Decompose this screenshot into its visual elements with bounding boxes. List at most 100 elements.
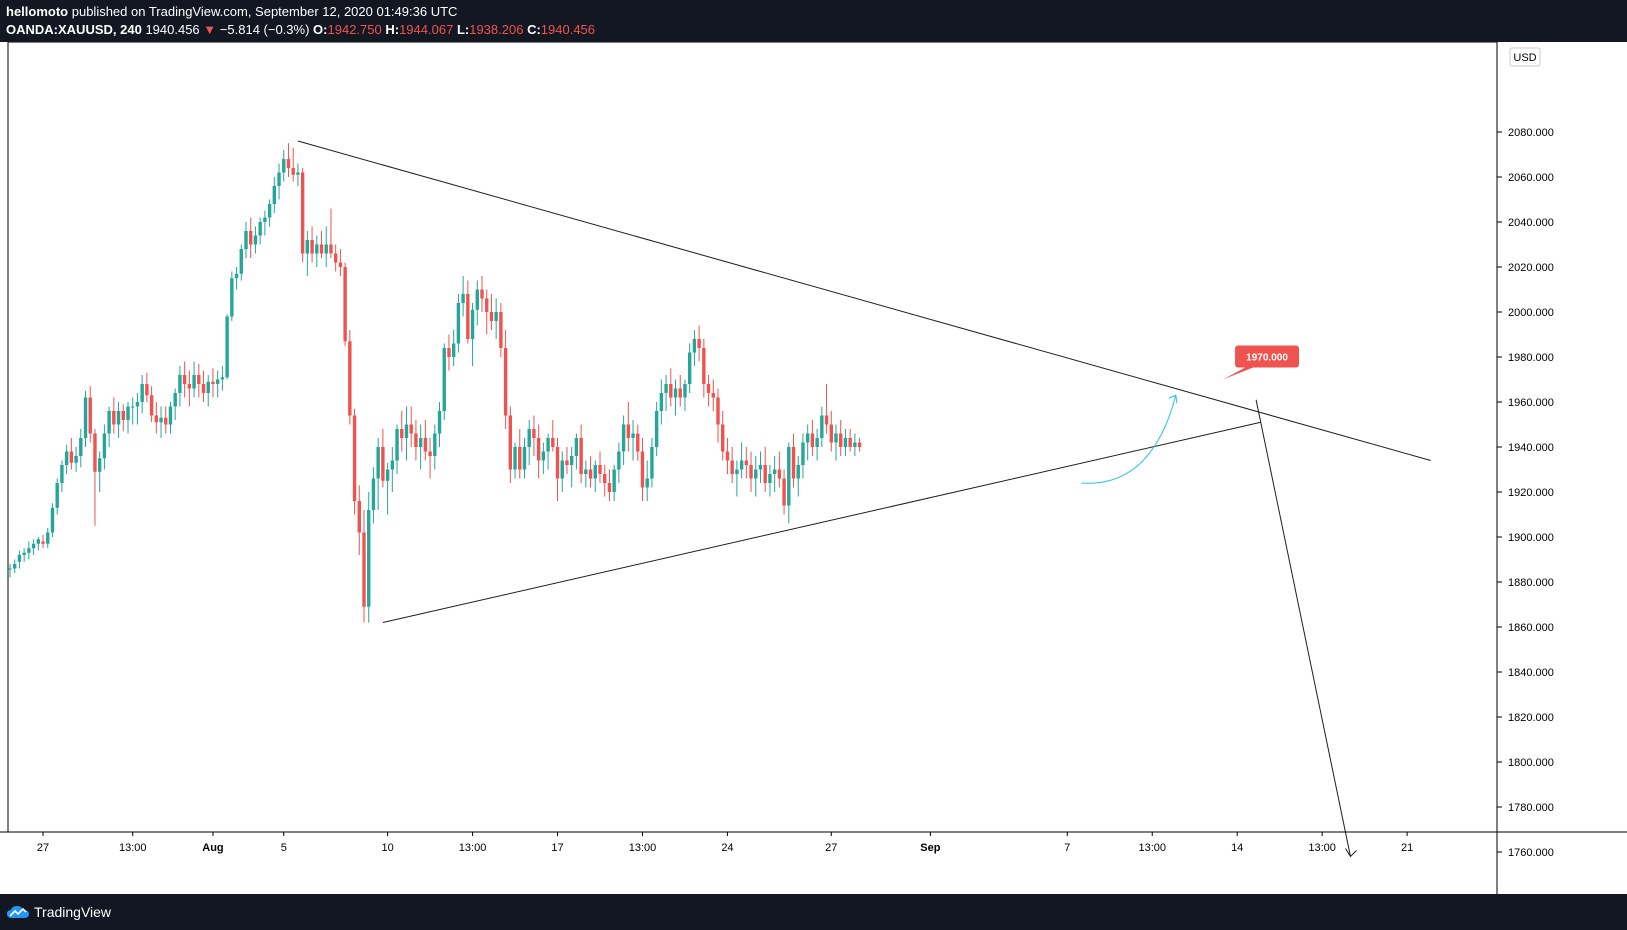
candle (168, 402, 173, 434)
footer-brand[interactable]: TradingView (34, 904, 112, 920)
y-tick-label: 1780.000 (1508, 802, 1554, 814)
callout-pointer (1223, 367, 1254, 380)
candle (64, 444, 69, 474)
chart-area[interactable]: 1970.000 USD 2080.000 2060.000 2040.000 2020… (0, 42, 1627, 894)
candle (69, 438, 74, 470)
candle (584, 460, 588, 488)
candle (286, 143, 291, 177)
candle-body (282, 159, 286, 173)
candle-body (149, 395, 154, 416)
y-tick-label: 1920.000 (1508, 487, 1554, 499)
candle (329, 208, 333, 258)
callout-box (1235, 345, 1300, 368)
candle-body (857, 442, 862, 447)
close-value: 1940.456 (540, 22, 596, 37)
x-tick-label: 7 (1064, 842, 1070, 854)
candle (739, 442, 744, 479)
author-name[interactable]: hellomoto (6, 4, 69, 19)
candle (787, 442, 791, 524)
price-chart[interactable]: 1970.000 USD 2080.000 2060.000 2040.000 2020… (0, 42, 1627, 894)
candle (607, 469, 612, 501)
candle (315, 235, 319, 267)
down-arrow-icon: ▼ (203, 22, 217, 37)
candle (17, 550, 22, 569)
candle (41, 534, 45, 549)
candle (569, 447, 574, 488)
candle-body (485, 298, 489, 312)
candle (197, 363, 201, 398)
candle (480, 276, 484, 312)
candle (244, 222, 248, 258)
candle (178, 366, 182, 407)
candle (565, 447, 569, 474)
candle (730, 447, 734, 483)
candle-body (687, 352, 692, 384)
candle-body (555, 447, 560, 479)
candle-body (418, 438, 423, 447)
candle (277, 163, 281, 200)
candle (305, 231, 310, 276)
candle-body (36, 539, 41, 544)
ohlc-legend: OANDA:XAUUSD, 240 1940.456 ▼ −5.814 (−0.… (6, 22, 595, 37)
candle (102, 424, 107, 470)
candle (126, 402, 130, 434)
candle-body (423, 438, 428, 452)
candle-body (192, 375, 196, 389)
candle (253, 226, 258, 254)
candle (296, 163, 300, 186)
publish-text: published on TradingView.com, September … (71, 4, 458, 19)
candle (206, 375, 210, 407)
y-tick-label: 2020.000 (1508, 262, 1554, 274)
candle (423, 420, 428, 461)
chart-header: hellomoto published on TradingView.com, … (0, 0, 1627, 42)
candle-body (518, 447, 522, 470)
candle (447, 334, 451, 371)
candle-body (367, 510, 371, 607)
candle (532, 415, 536, 456)
candle (654, 402, 659, 456)
candle-body (621, 424, 626, 452)
candle (820, 406, 824, 447)
candle-body (182, 375, 187, 384)
candle-body (64, 451, 69, 465)
candle-body (447, 348, 451, 357)
curved-projection-arrow (1081, 395, 1177, 484)
y-tick-label: 1900.000 (1508, 532, 1554, 544)
candle (192, 361, 196, 398)
candle-body (829, 424, 833, 443)
candle-body (815, 438, 819, 447)
candle (437, 402, 442, 447)
candle-body (475, 289, 479, 310)
candle-body (376, 447, 380, 479)
tradingview-cloud-icon[interactable] (6, 904, 30, 920)
candle-body (522, 447, 527, 470)
candle-body (772, 469, 777, 474)
projection-arrowhead-icon (1345, 848, 1357, 858)
candle-body (83, 397, 88, 438)
ascending-support-line (382, 421, 1261, 623)
candle-body (41, 541, 45, 544)
candle (263, 210, 267, 236)
candle (603, 465, 607, 497)
candle-body (305, 240, 310, 254)
high-value: 1944.067 (399, 22, 454, 37)
candle (716, 388, 720, 443)
candle-body (669, 384, 673, 398)
symbol-label[interactable]: OANDA:XAUUSD, 240 (6, 22, 142, 37)
candle-body (126, 406, 130, 420)
candle (673, 379, 678, 416)
currency-box (1509, 47, 1541, 67)
candle-body (664, 384, 668, 393)
candle (702, 339, 706, 398)
candle (848, 429, 852, 452)
candle-body (569, 456, 574, 465)
candle-body (371, 478, 376, 510)
candle (621, 415, 626, 465)
candle (182, 361, 187, 398)
candle (83, 390, 88, 447)
candle-body (532, 429, 536, 438)
candle-body (22, 552, 26, 555)
candle-body (178, 375, 182, 393)
candle-body (88, 397, 92, 434)
candle-body (640, 451, 645, 488)
